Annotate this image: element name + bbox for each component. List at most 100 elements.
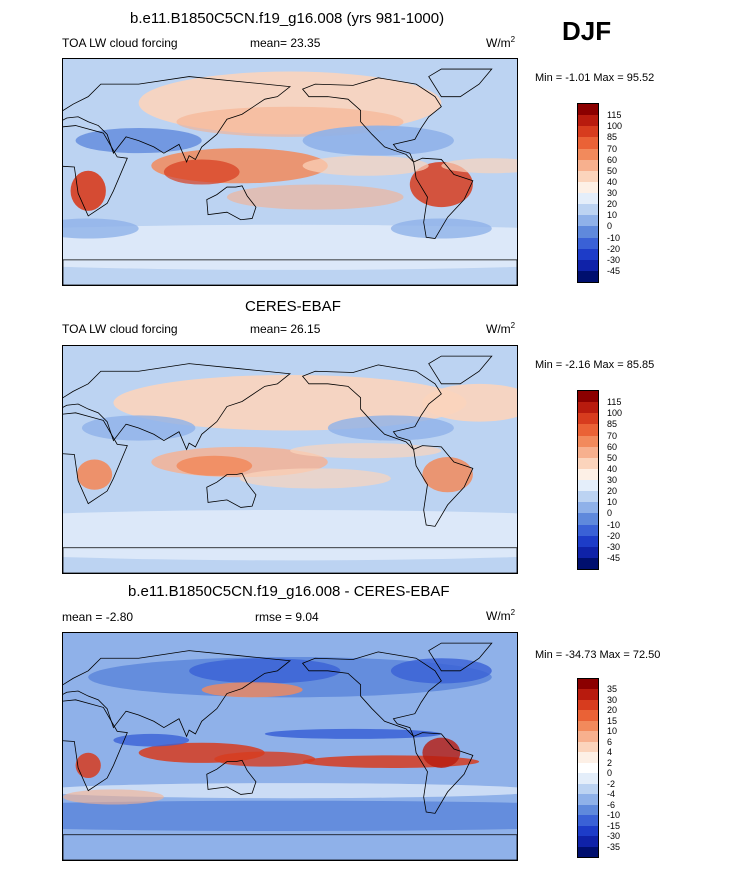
colorbar-tick-label: -20 (607, 530, 621, 541)
colorbar-tick-label: -15 (607, 820, 621, 831)
colorbar-segment (578, 181, 598, 193)
colorbar-tick-label: 40 (607, 176, 618, 187)
field-contour (113, 733, 190, 747)
colorbar-segment (578, 468, 598, 480)
field-contour (264, 728, 442, 739)
colorbar-segment (578, 557, 598, 569)
coastline (206, 472, 257, 508)
field-contour (70, 170, 106, 211)
panel-3-map (62, 632, 518, 861)
field-contour (214, 751, 316, 767)
colorbar-tick-label: 85 (607, 132, 618, 143)
colorbar-segment (578, 502, 598, 514)
field-contour (189, 658, 341, 684)
colorbar-segment (578, 446, 598, 458)
field-contour (327, 415, 454, 441)
panel-3-minmax: Min = -34.73 Max = 72.50 (535, 649, 661, 661)
colorbar-segment (578, 457, 598, 469)
field-contour (63, 800, 517, 831)
colorbar-segment (578, 804, 598, 816)
coastline (413, 157, 474, 239)
colorbar-tick-label: -4 (607, 789, 616, 800)
field-contour (63, 509, 517, 561)
colorbar-tick-label: 10 (607, 726, 618, 737)
colorbar-tick-label: -35 (607, 841, 621, 852)
field-contour (441, 158, 517, 174)
colorbar-tick-label: -10 (607, 810, 621, 821)
field-contour (163, 159, 240, 185)
panel-2-map (62, 345, 518, 574)
colorbar-tick-label: 10 (607, 497, 618, 508)
colorbar-segment (578, 741, 598, 753)
coastline (63, 834, 517, 860)
field-contour (63, 789, 164, 805)
field-contour (63, 224, 517, 270)
colorbar-tick-label: 100 (607, 121, 623, 132)
field-contour (422, 383, 517, 422)
colorbar-tick-label: -30 (607, 831, 621, 842)
colorbar-tick-label: 35 (607, 684, 618, 695)
colorbar-segment (578, 159, 598, 171)
colorbar-segment (578, 762, 598, 774)
colorbar-segment (578, 513, 598, 525)
colorbar-segment (578, 104, 598, 116)
colorbar-segment (578, 546, 598, 558)
coastline (63, 363, 292, 451)
colorbar-segment (578, 115, 598, 127)
colorbar-segment (578, 424, 598, 436)
coastline (206, 759, 257, 795)
colorbar-segment (578, 148, 598, 160)
colorbar-tick-label: 30 (607, 694, 618, 705)
colorbar-tick-label: 2 (607, 757, 613, 768)
colorbar-segment (578, 689, 598, 700)
panel-2-variable-label: TOA LW cloud forcing (62, 322, 178, 336)
colorbar-tick-label: -2 (607, 778, 616, 789)
colorbar-segment (578, 259, 598, 271)
colorbar-tick-label: 20 (607, 705, 618, 716)
coastline (428, 642, 493, 672)
colorbar-tick-label: 0 (607, 508, 613, 519)
colorbar-tick-label: 85 (607, 419, 618, 430)
coastline (301, 77, 442, 163)
field-contour (201, 682, 303, 698)
colorbar-tick-label: 6 (607, 736, 613, 747)
panel-2-colorbar (577, 390, 599, 570)
colorbar-tick-label: 4 (607, 747, 613, 758)
colorbar-segment (578, 391, 598, 403)
colorbar-tick-label: 30 (607, 475, 618, 485)
colorbar-tick-label: 70 (607, 143, 618, 154)
field-contour (239, 468, 391, 489)
colorbar-tick-label: 15 (607, 715, 618, 726)
colorbar-tick-label: 20 (607, 486, 618, 497)
field-contour (176, 455, 253, 476)
field-contour (63, 218, 139, 239)
panel-3-colorbar (577, 678, 599, 858)
coastline (63, 547, 517, 573)
coastline (428, 355, 493, 385)
colorbar-segment (578, 783, 598, 795)
colorbar-tick-label: 100 (607, 408, 623, 419)
colorbar-tick-label: -30 (607, 254, 621, 265)
colorbar-tick-label: 115 (607, 110, 622, 121)
panel-3-mean: mean = -2.80 (62, 610, 134, 624)
colorbar-segment (578, 679, 598, 690)
panel-2-mean: mean= 26.15 (250, 322, 321, 336)
coastline (63, 125, 128, 217)
colorbar-tick-label: -10 (607, 519, 621, 530)
field-contour (75, 752, 101, 779)
field-contour (63, 783, 517, 799)
field-contour (76, 459, 113, 490)
colorbar-segment (578, 204, 598, 216)
colorbar-tick-label: -10 (607, 232, 621, 243)
coastline (63, 650, 292, 738)
panel-2-title: CERES-EBAF (245, 298, 341, 315)
colorbar-tick-label: -6 (607, 799, 616, 810)
colorbar-segment (578, 815, 598, 826)
colorbar-segment (578, 137, 598, 149)
panel-2-minmax: Min = -2.16 Max = 85.85 (535, 359, 655, 371)
panel-3-rmse: rmse = 9.04 (255, 610, 319, 624)
colorbar-tick-label: 70 (607, 430, 618, 441)
coastline (413, 732, 474, 814)
colorbar-segment (578, 773, 598, 784)
colorbar-tick-label: -20 (607, 243, 621, 254)
